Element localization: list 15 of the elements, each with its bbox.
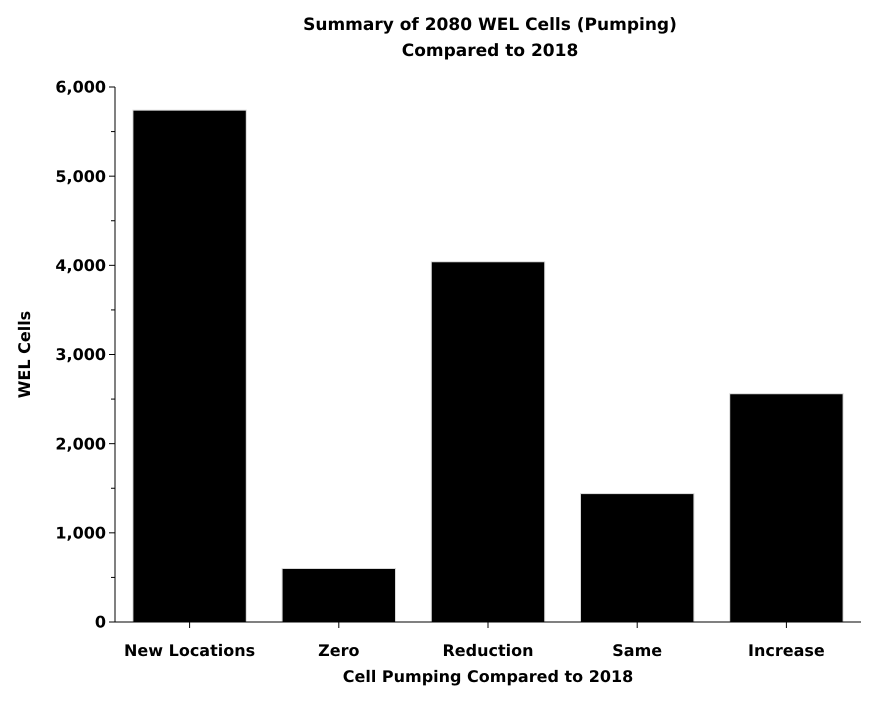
x-tick-label: Reduction (442, 641, 534, 660)
y-tick-label: 5,000 (55, 166, 106, 186)
x-tick-label: New Locations (124, 641, 256, 660)
y-tick-label: 1,000 (55, 523, 106, 542)
y-tick-label: 2,000 (55, 434, 106, 454)
y-axis-title: WEL Cells (15, 310, 34, 398)
y-tick-label: 0 (94, 612, 106, 632)
x-tick-label: Increase (748, 641, 825, 660)
x-axis-title: Cell Pumping Compared to 2018 (342, 667, 634, 686)
y-tick-label: 6,000 (55, 78, 106, 97)
y-tick-label: 4,000 (55, 256, 106, 275)
chart-title: Summary of 2080 WEL Cells (Pumping) Compared to 2018 (303, 15, 677, 61)
x-tick-label: Same (612, 641, 662, 660)
x-tick-label: Zero (318, 641, 360, 660)
y-tick-label: 3,000 (55, 345, 106, 364)
